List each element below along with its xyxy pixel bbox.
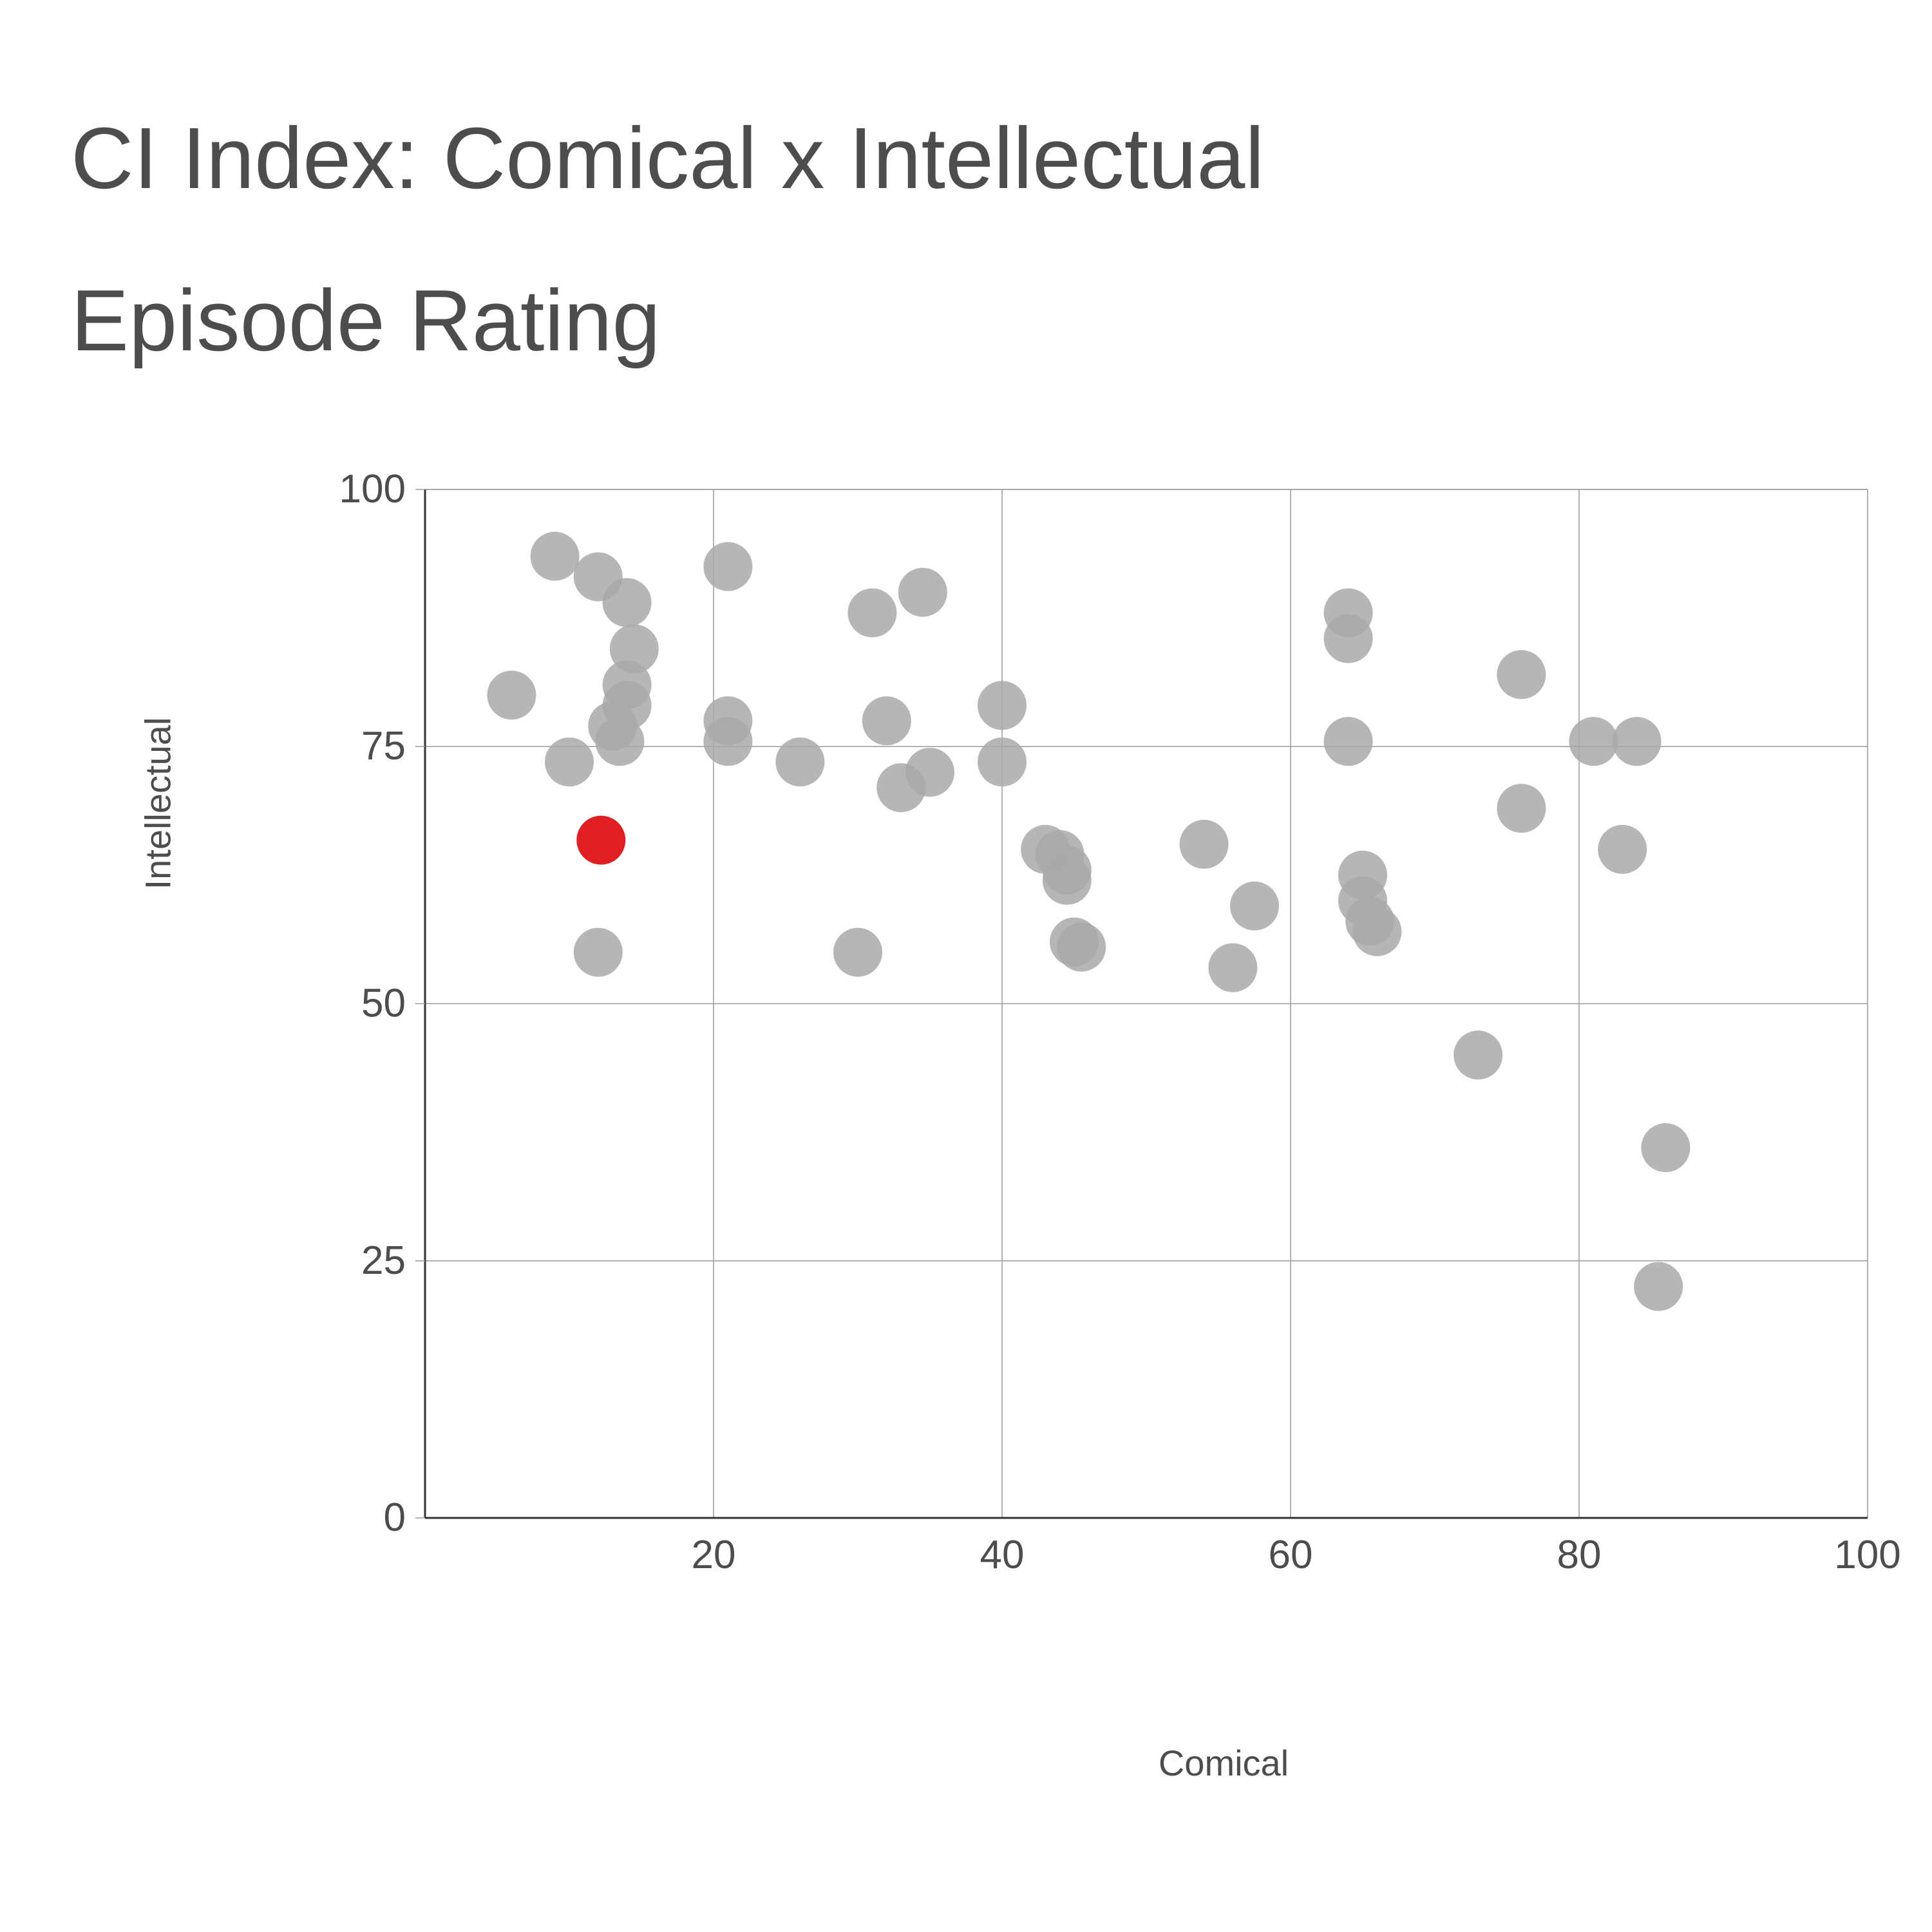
- svg-text:100: 100: [339, 467, 406, 511]
- svg-text:40: 40: [980, 1533, 1025, 1577]
- svg-text:75: 75: [361, 724, 406, 768]
- svg-text:60: 60: [1269, 1533, 1313, 1577]
- svg-text:25: 25: [361, 1238, 406, 1283]
- svg-text:0: 0: [384, 1495, 406, 1540]
- svg-text:20: 20: [692, 1533, 736, 1577]
- svg-text:80: 80: [1557, 1533, 1602, 1577]
- svg-text:100: 100: [1834, 1533, 1900, 1577]
- svg-text:50: 50: [361, 981, 406, 1026]
